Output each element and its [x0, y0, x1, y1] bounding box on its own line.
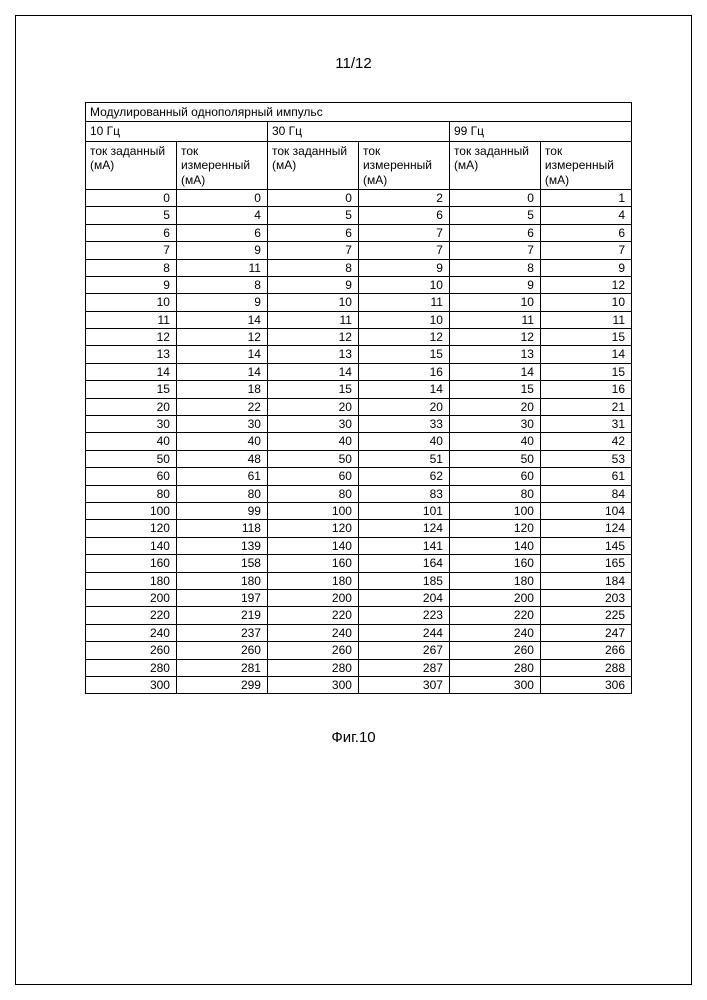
page-border [15, 15, 692, 985]
